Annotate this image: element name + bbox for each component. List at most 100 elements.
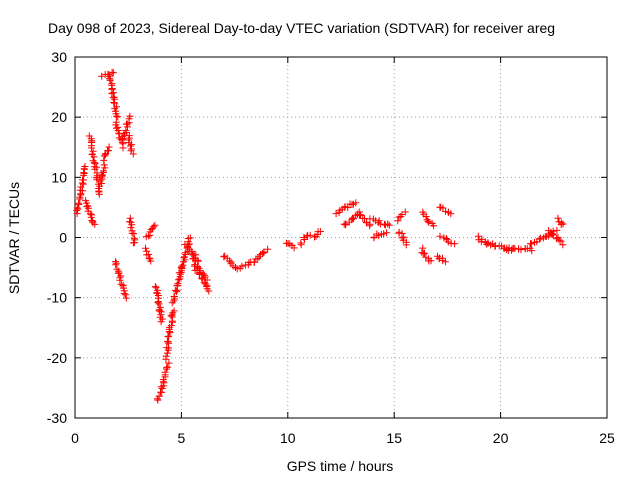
data-point [89,147,97,155]
data-point [401,208,409,216]
data-point [151,221,159,229]
chart-title: Day 098 of 2023, Sidereal Day-to-day VTE… [48,20,555,36]
data-point [161,368,169,376]
data-point [165,332,173,340]
data-point [88,144,95,152]
data-point [306,231,314,239]
data-point [101,164,109,172]
y-tick-label: -20 [47,350,67,366]
data-point [99,172,106,180]
data-point [186,234,194,242]
y-tick-label: 10 [51,169,67,185]
data-point [111,104,119,112]
data-point [110,99,118,106]
data-point [165,359,173,367]
data-point [119,144,127,152]
data-point [203,276,211,284]
data-point [127,224,135,232]
data-point [142,244,149,252]
y-tick-label: 20 [51,109,67,125]
data-point [528,247,536,255]
x-tick-label: 25 [599,430,615,446]
data-point [430,222,438,230]
data-point [167,322,175,330]
data-point [233,265,241,273]
data-point [254,255,262,263]
data-point [91,220,99,228]
data-point [385,221,393,229]
data-point [348,216,356,224]
data-point [155,392,163,400]
data-point [394,217,402,225]
data-point [425,218,433,226]
data-point [419,244,427,252]
x-tick-label: 5 [178,430,186,446]
data-point [169,309,177,317]
data-point [380,230,388,238]
data-point [528,240,536,248]
data-point [108,90,116,98]
data-point [178,262,186,270]
x-tick-label: 20 [493,430,509,446]
data-point [421,249,428,257]
data-point [196,269,204,276]
data-point [126,214,134,222]
data-point [166,329,174,337]
data-point [117,272,125,280]
data-point [447,210,455,218]
data-point [555,236,563,244]
data-point [80,169,88,177]
data-point [422,213,430,220]
data-point [226,257,233,265]
y-axis-label: SDTVAR / TECUs [6,182,22,294]
data-point [176,270,184,278]
data-point [106,75,114,83]
x-tick-label: 15 [386,430,402,446]
data-point [557,221,565,229]
data-point [74,205,82,213]
data-point [112,259,120,267]
data-point [162,352,170,360]
data-point [259,249,267,257]
data-point [100,156,108,164]
data-point [163,349,171,357]
data-point [297,239,305,247]
data-point [117,280,125,288]
data-point [553,226,561,234]
data-point [559,220,567,228]
data-point [260,248,268,256]
data-point [402,241,410,249]
data-point [81,163,89,170]
data-point [344,204,352,212]
data-point [441,258,449,266]
data-point [77,190,85,198]
data-point [175,276,182,284]
data-point [290,244,298,252]
data-point [205,287,213,295]
data-point [180,254,188,262]
data-point [105,143,113,151]
data-point [250,258,258,266]
data-point [170,293,178,300]
data-point [436,232,444,240]
data-point [383,229,391,237]
data-point [559,241,567,249]
data-point [517,246,525,254]
data-point [316,228,324,235]
data-point [83,203,91,211]
y-tick-label: -10 [47,290,67,306]
data-point [424,217,432,225]
data-point [238,262,246,270]
data-point [114,113,122,121]
data-point [129,150,137,158]
data-point [352,199,360,207]
data-point [145,251,153,258]
data-point [79,176,86,184]
data-point [86,210,94,218]
data-point [332,210,340,218]
data-point [154,299,162,307]
data-point [120,290,128,297]
data-point [112,261,120,269]
